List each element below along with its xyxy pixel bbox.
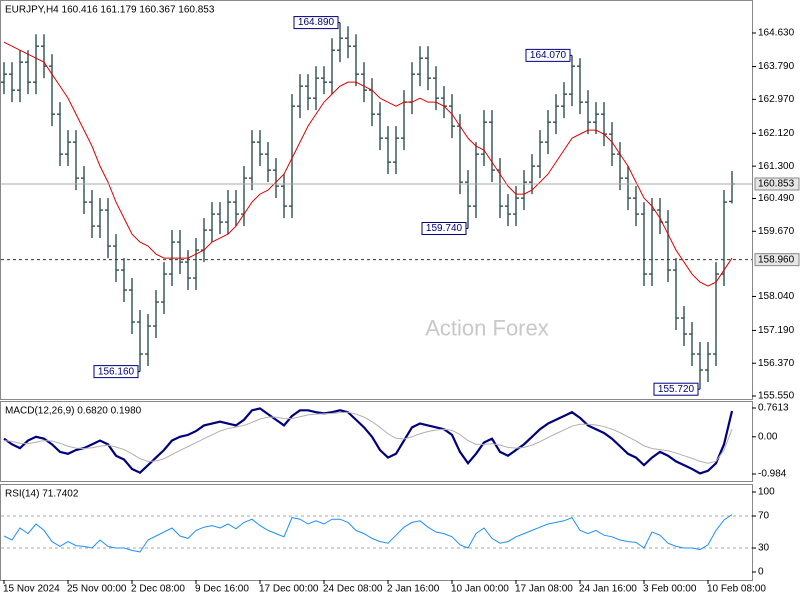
x-tick-label: 9 Dec 16:00 bbox=[195, 584, 249, 595]
series-line bbox=[3, 514, 733, 553]
pane-frame bbox=[0, 484, 753, 581]
y-tick-label: 162.970 bbox=[758, 94, 795, 105]
x-tick-label: 24 Jan 16:00 bbox=[579, 584, 637, 595]
y-tick-label: 0 bbox=[758, 567, 764, 578]
y-tick-label: -0.984 bbox=[758, 469, 787, 480]
y-tick-label: 160.490 bbox=[758, 193, 795, 204]
price-label-box bbox=[754, 177, 800, 191]
series-line bbox=[3, 411, 733, 464]
annotation-label: 156.160 bbox=[98, 366, 135, 377]
x-tick-label: 10 Feb 08:00 bbox=[707, 584, 766, 595]
pane-title: MACD(12,26,9) 0.6820 0.1980 bbox=[5, 406, 142, 417]
x-tick-label: 2 Dec 08:00 bbox=[131, 584, 185, 595]
x-tick-label: 3 Feb 00:00 bbox=[643, 584, 697, 595]
y-tick-label: 163.790 bbox=[758, 61, 795, 72]
y-tick-label: 155.550 bbox=[758, 391, 795, 402]
y-tick-label: 164.630 bbox=[758, 28, 795, 39]
x-tick-label: 17 Dec 00:00 bbox=[259, 584, 319, 595]
pane-frame bbox=[0, 401, 753, 482]
y-tick-label: 159.670 bbox=[758, 226, 795, 237]
pane-title: RSI(14) 71.7402 bbox=[5, 489, 79, 500]
price-label: 158.960 bbox=[758, 254, 795, 265]
y-tick-label: 30 bbox=[758, 543, 770, 554]
x-tick-label: 2 Jan 16:00 bbox=[387, 584, 440, 595]
y-tick-label: 161.300 bbox=[758, 161, 795, 172]
price-label: 160.853 bbox=[758, 179, 795, 190]
annotation-label: 164.070 bbox=[530, 50, 567, 61]
series-line bbox=[3, 41, 733, 287]
x-tick-label: 25 Nov 00:00 bbox=[67, 584, 127, 595]
y-tick-label: 70 bbox=[758, 511, 770, 522]
y-tick-label: 100 bbox=[758, 487, 775, 498]
x-tick-label: 10 Jan 00:00 bbox=[451, 584, 509, 595]
pane-title: EURJPY,H4 160.416 161.179 160.367 160.85… bbox=[5, 5, 215, 16]
annotation-label: 159.740 bbox=[426, 223, 463, 234]
y-tick-label: 0.00 bbox=[758, 431, 778, 442]
watermark: Action Forex bbox=[425, 315, 549, 340]
annotation-label: 164.890 bbox=[298, 17, 335, 28]
pane-frame bbox=[0, 0, 753, 400]
y-tick-label: 157.190 bbox=[758, 325, 795, 336]
series-line bbox=[3, 407, 734, 475]
x-tick-label: 24 Dec 08:00 bbox=[323, 584, 383, 595]
annotation-label: 155.720 bbox=[658, 384, 695, 395]
price-label-box bbox=[754, 253, 800, 267]
y-tick-label: 162.120 bbox=[758, 128, 795, 139]
y-tick-label: 0.7613 bbox=[758, 403, 789, 414]
x-tick-label: 15 Nov 2024 bbox=[3, 584, 60, 595]
y-tick-label: 158.040 bbox=[758, 291, 795, 302]
x-tick-label: 17 Jan 08:00 bbox=[515, 584, 573, 595]
y-tick-label: 156.370 bbox=[758, 358, 795, 369]
